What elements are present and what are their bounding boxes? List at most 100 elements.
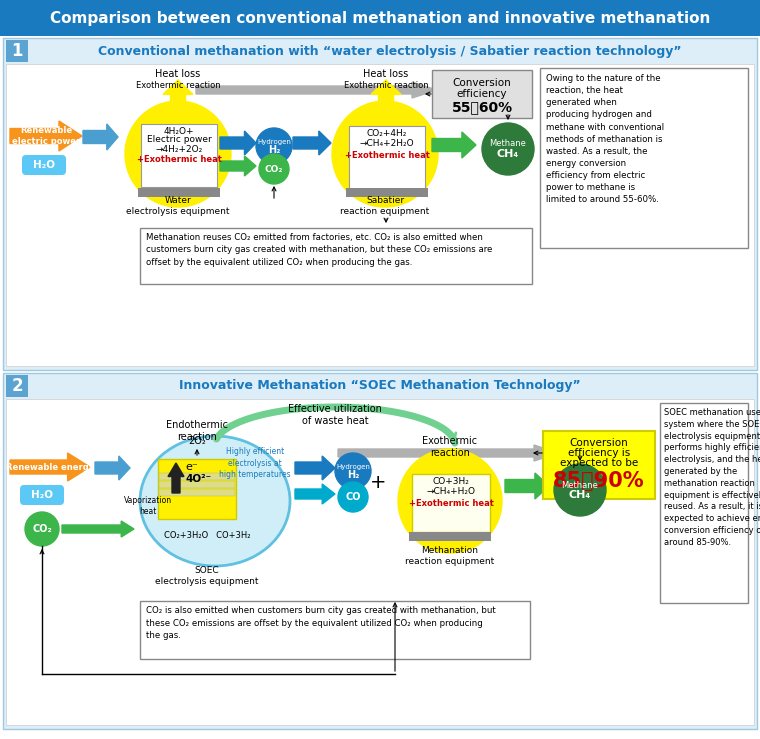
Text: Methane: Methane [489, 140, 527, 149]
Bar [660, 403, 748, 603]
Text: 4H₂O+: 4H₂O+ [163, 126, 195, 135]
Bar [412, 474, 490, 532]
Text: +Exothermic heat: +Exothermic heat [409, 499, 493, 508]
Polygon shape [338, 445, 559, 461]
Bar [409, 532, 491, 541]
Text: Electric power: Electric power [147, 135, 211, 145]
Polygon shape [10, 121, 82, 151]
Bar [140, 601, 530, 659]
Bar [159, 481, 235, 488]
Circle shape [482, 123, 534, 175]
Text: e⁻: e⁻ [185, 462, 198, 472]
Text: →CH₄+2H₂O: →CH₄+2H₂O [359, 138, 414, 148]
Text: Renewable energy: Renewable energy [6, 463, 94, 471]
Text: Highly efficient
electrolysis at
high temperatures: Highly efficient electrolysis at high te… [219, 447, 291, 479]
Text: Innovative Methanation “SOEC Methanation Technology”: Innovative Methanation “SOEC Methanation… [179, 380, 581, 392]
Polygon shape [95, 456, 130, 480]
Polygon shape [83, 124, 118, 150]
Polygon shape [505, 473, 549, 499]
Circle shape [259, 154, 289, 184]
Text: CO: CO [345, 492, 361, 502]
Text: 2: 2 [11, 377, 23, 395]
Text: Vaporization
heat: Vaporization heat [124, 496, 172, 516]
Text: CO₂+4H₂: CO₂+4H₂ [367, 129, 407, 137]
Text: Exothermic reaction: Exothermic reaction [344, 81, 429, 89]
Polygon shape [62, 521, 134, 537]
Text: 4O²⁻: 4O²⁻ [185, 474, 211, 484]
Bar [6, 399, 754, 725]
Polygon shape [220, 131, 256, 155]
Bar [349, 126, 425, 189]
FancyBboxPatch shape [22, 155, 66, 175]
Bar [6, 64, 754, 366]
Text: Conversion: Conversion [570, 438, 629, 448]
Bar [543, 431, 655, 499]
Text: efficiency: efficiency [457, 89, 507, 99]
Text: H₂O: H₂O [31, 490, 53, 500]
Circle shape [25, 512, 59, 546]
Text: →4H₂+2O₂: →4H₂+2O₂ [155, 145, 203, 154]
Text: Heat loss: Heat loss [155, 69, 201, 79]
Text: Hydrogen: Hydrogen [336, 464, 370, 470]
Text: Owing to the nature of the
reaction, the heat
generated when
producing hydrogen : Owing to the nature of the reaction, the… [546, 74, 664, 205]
Polygon shape [293, 131, 331, 155]
Text: expected to be: expected to be [560, 458, 638, 468]
Circle shape [335, 453, 371, 489]
Text: 1: 1 [11, 42, 23, 60]
Polygon shape [295, 456, 335, 480]
Polygon shape [196, 82, 437, 98]
Circle shape [256, 128, 292, 164]
Text: +Exothermic heat: +Exothermic heat [137, 155, 221, 165]
Ellipse shape [140, 436, 290, 566]
Text: CO₂+3H₂O   CO+3H₂: CO₂+3H₂O CO+3H₂ [163, 531, 250, 540]
Text: Methane: Methane [562, 480, 598, 489]
Text: SOEC methanation uses a
system where the SOEC
electrolysis equipment itself
perf: SOEC methanation uses a system where the… [664, 408, 760, 547]
Text: Endothermic
reaction: Endothermic reaction [166, 420, 228, 442]
Text: Effective utilization
of waste heat: Effective utilization of waste heat [288, 403, 382, 426]
Text: CH₄: CH₄ [497, 149, 519, 159]
Polygon shape [220, 156, 256, 176]
Bar [140, 228, 532, 284]
Text: CO₂: CO₂ [32, 524, 52, 534]
Text: Water
electrolysis equipment: Water electrolysis equipment [126, 196, 230, 216]
Bar [346, 188, 428, 197]
Circle shape [125, 101, 231, 207]
Text: SOEC
electrolysis equipment: SOEC electrolysis equipment [155, 566, 258, 586]
Bar [432, 70, 532, 118]
Text: Methanation
reaction equipment: Methanation reaction equipment [405, 546, 495, 566]
Text: →CH₄+H₂O: →CH₄+H₂O [426, 486, 476, 496]
Text: Exothermic reaction: Exothermic reaction [136, 81, 220, 89]
Bar [141, 124, 217, 187]
Bar [138, 188, 220, 197]
Text: CO+3H₂: CO+3H₂ [432, 477, 470, 486]
Bar [540, 68, 748, 248]
Bar [3, 373, 757, 729]
Text: H₂O: H₂O [33, 160, 55, 170]
Text: Conventional methanation with “water electrolysis / Sabatier reaction technology: Conventional methanation with “water ele… [98, 44, 682, 58]
FancyBboxPatch shape [20, 485, 64, 505]
Text: +: + [370, 474, 386, 492]
Text: H₂: H₂ [347, 470, 359, 480]
Polygon shape [295, 484, 335, 504]
Text: efficiency is: efficiency is [568, 448, 630, 458]
Text: Methanation reuses CO₂ emitted from factories, etc. CO₂ is also emitted when
cus: Methanation reuses CO₂ emitted from fact… [146, 233, 492, 267]
Text: Heat loss: Heat loss [363, 69, 409, 79]
Text: Conversion: Conversion [453, 78, 511, 88]
Bar [159, 473, 235, 480]
Text: +Exothermic heat: +Exothermic heat [344, 151, 429, 160]
Circle shape [332, 101, 438, 207]
Bar [0, 0, 760, 36]
Text: Sabatier
reaction equipment: Sabatier reaction equipment [340, 196, 429, 216]
Polygon shape [10, 453, 90, 481]
Polygon shape [168, 463, 184, 493]
Polygon shape [432, 132, 476, 158]
Text: 55～60%: 55～60% [451, 100, 512, 114]
Polygon shape [163, 80, 193, 112]
Text: 2O₂: 2O₂ [188, 436, 206, 446]
Bar [159, 489, 235, 496]
Text: CH₄: CH₄ [569, 490, 591, 500]
Circle shape [398, 449, 502, 553]
Text: 85～90%: 85～90% [553, 471, 644, 491]
Bar [158, 459, 236, 519]
Text: Exothermic
reaction: Exothermic reaction [423, 436, 477, 458]
